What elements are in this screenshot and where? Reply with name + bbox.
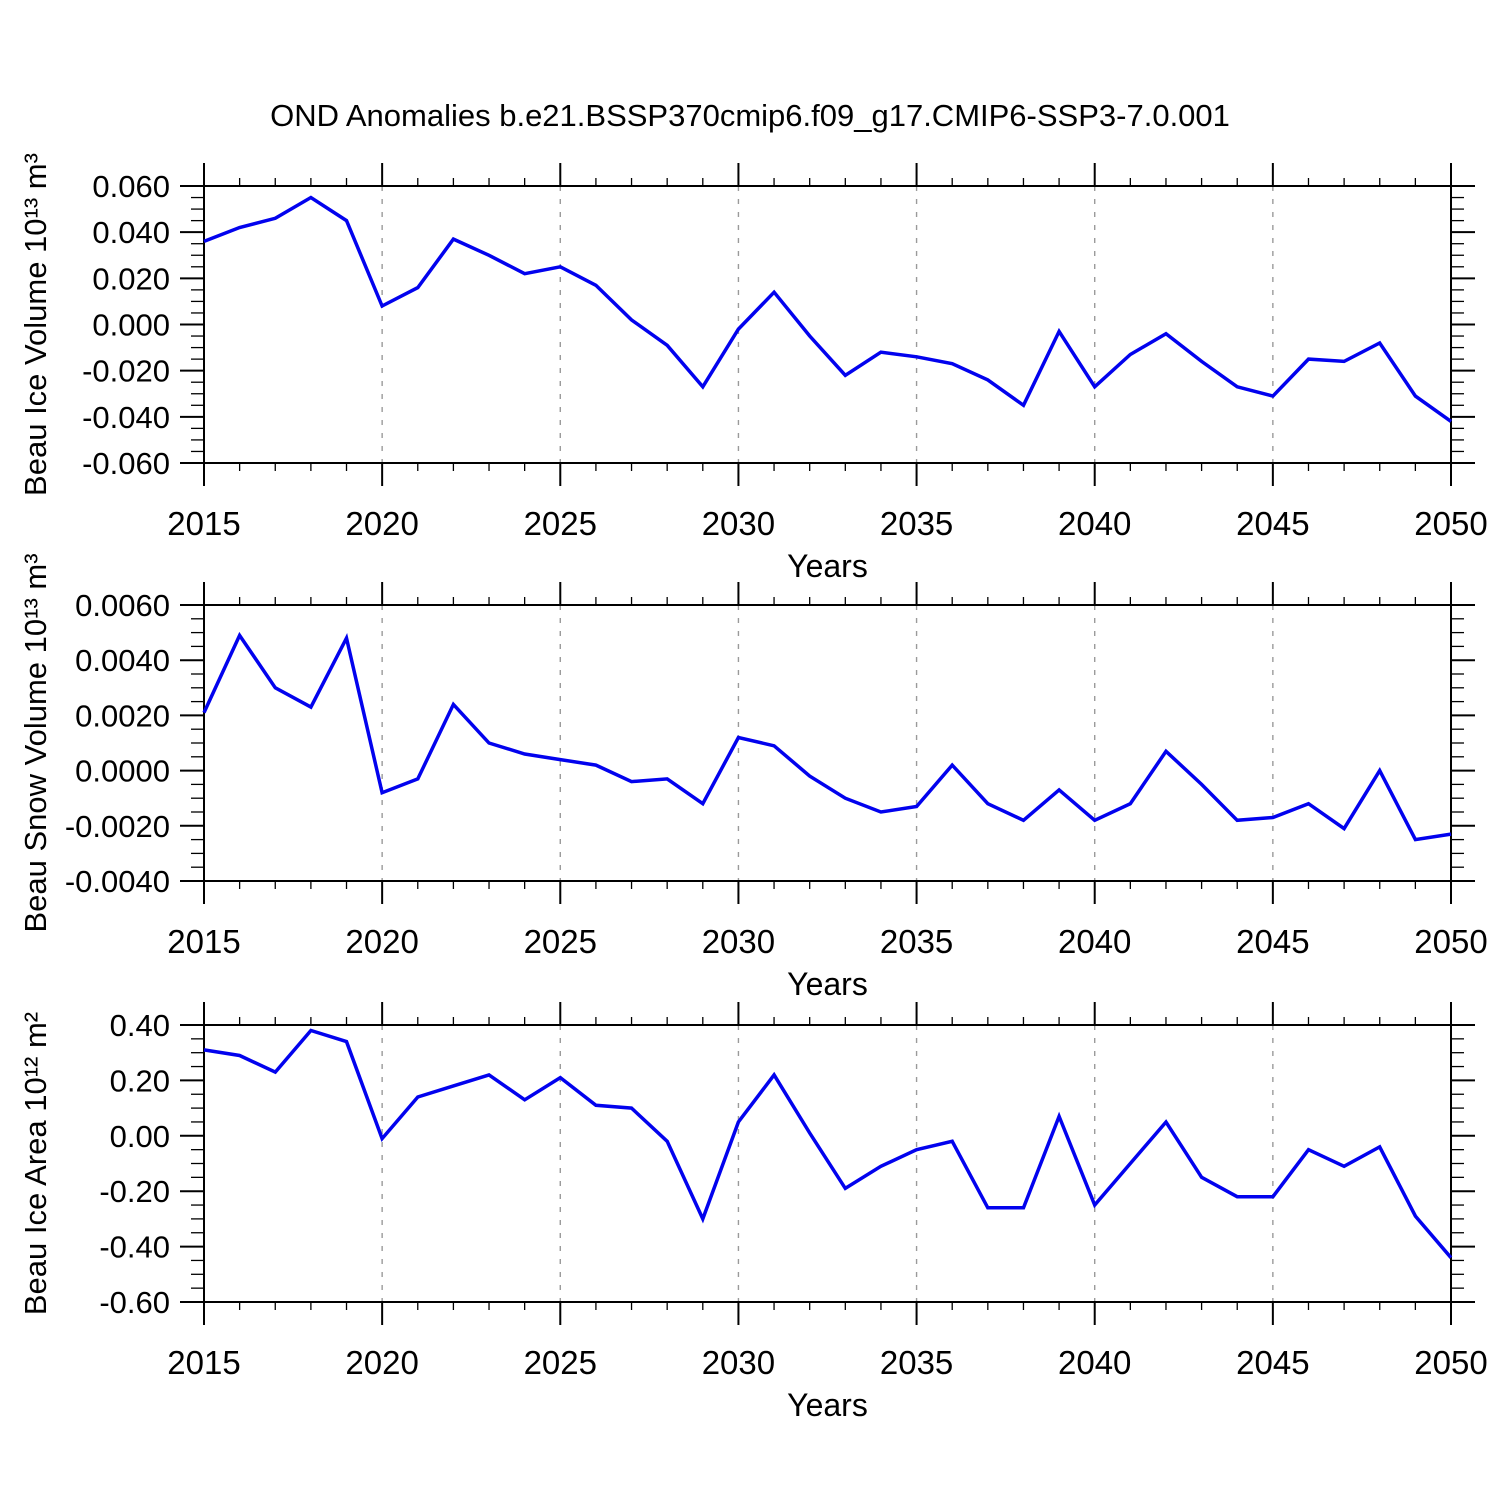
x-axis-title: Years	[787, 548, 868, 584]
svg-text:2045: 2045	[1236, 505, 1309, 542]
svg-text:0.0040: 0.0040	[75, 643, 170, 678]
svg-text:2040: 2040	[1058, 923, 1131, 960]
svg-text:0.0060: 0.0060	[75, 588, 170, 623]
svg-text:2020: 2020	[345, 505, 418, 542]
x-ticks	[203, 163, 1452, 486]
svg-text:2050: 2050	[1414, 923, 1487, 960]
svg-text:0.060: 0.060	[92, 169, 170, 204]
x-ticks	[203, 1002, 1452, 1325]
panel-beau-ice-volume: 0.060 0.040 0.020 0.000 -0.020 -0.040 -0.060 20…	[18, 153, 1488, 584]
svg-text:-0.040: -0.040	[82, 400, 170, 435]
x-tick-labels: 2015 2020 2025 2030 2035 2040 2045 2050	[167, 923, 1487, 960]
svg-text:-0.20: -0.20	[99, 1174, 170, 1209]
svg-text:2025: 2025	[524, 505, 597, 542]
x-tick-labels: 2015 2020 2025 2030 2035 2040 2045 2050	[167, 1344, 1487, 1381]
svg-text:2020: 2020	[345, 923, 418, 960]
y-ticks	[180, 604, 1475, 882]
svg-text:2015: 2015	[167, 505, 240, 542]
svg-text:2050: 2050	[1414, 1344, 1487, 1381]
svg-text:0.040: 0.040	[92, 215, 170, 250]
y-ticks	[180, 185, 1475, 464]
svg-text:0.00: 0.00	[110, 1119, 170, 1154]
svg-text:0.020: 0.020	[92, 261, 170, 296]
y-tick-labels: 0.060 0.040 0.020 0.000 -0.020 -0.040 -0.060	[82, 169, 170, 481]
svg-text:0.0020: 0.0020	[75, 698, 170, 733]
svg-text:2025: 2025	[524, 923, 597, 960]
svg-text:2030: 2030	[702, 1344, 775, 1381]
svg-text:2030: 2030	[702, 505, 775, 542]
plot-frame	[203, 185, 1452, 464]
svg-text:-0.40: -0.40	[99, 1230, 170, 1265]
svg-text:2045: 2045	[1236, 1344, 1309, 1381]
svg-text:2020: 2020	[345, 1344, 418, 1381]
svg-text:0.20: 0.20	[110, 1063, 170, 1098]
svg-text:2050: 2050	[1414, 505, 1487, 542]
svg-text:2035: 2035	[880, 923, 953, 960]
svg-text:-0.0020: -0.0020	[65, 809, 170, 844]
svg-text:2035: 2035	[880, 1344, 953, 1381]
svg-text:-0.0040: -0.0040	[65, 864, 170, 899]
x-tick-labels: 2015 2020 2025 2030 2035 2040 2045 2050	[167, 505, 1487, 542]
svg-text:-0.020: -0.020	[82, 354, 170, 389]
svg-text:2040: 2040	[1058, 505, 1131, 542]
gridlines	[381, 605, 1274, 881]
x-axis-title: Years	[787, 966, 868, 1002]
series-line-beau-ice-volume	[203, 195, 1453, 423]
panel-beau-snow-volume: 0.0060 0.0040 0.0020 0.0000 -0.0020 -0.0040 20…	[18, 553, 1488, 1002]
y-ticks	[180, 1024, 1475, 1303]
svg-text:2040: 2040	[1058, 1344, 1131, 1381]
plot-frame	[203, 1024, 1452, 1303]
y-tick-labels: 0.40 0.20 0.00 -0.20 -0.40 -0.60	[99, 1008, 170, 1320]
svg-text:-0.60: -0.60	[99, 1285, 170, 1320]
svg-text:2030: 2030	[702, 923, 775, 960]
svg-text:2015: 2015	[167, 923, 240, 960]
svg-text:2025: 2025	[524, 1344, 597, 1381]
svg-text:-0.060: -0.060	[82, 446, 170, 481]
svg-text:2015: 2015	[167, 1344, 240, 1381]
gridlines	[381, 186, 1274, 463]
x-ticks	[203, 582, 1452, 904]
chart-title: OND Anomalies b.e21.BSSP370cmip6.f09_g17…	[270, 98, 1230, 133]
svg-text:0.000: 0.000	[92, 308, 170, 343]
svg-text:2035: 2035	[880, 505, 953, 542]
y-axis-title: Beau Ice Area 10¹² m²	[18, 1012, 53, 1315]
svg-text:2045: 2045	[1236, 923, 1309, 960]
y-axis-title: Beau Ice Volume 10¹³ m³	[18, 153, 53, 496]
plot-frame	[203, 604, 1452, 882]
svg-text:0.40: 0.40	[110, 1008, 170, 1043]
x-axis-title: Years	[787, 1387, 868, 1423]
series-line-beau-snow-volume	[202, 631, 1452, 842]
series-line-beau-ice-area	[203, 1028, 1453, 1259]
svg-text:0.0000: 0.0000	[75, 754, 170, 789]
y-axis-title: Beau Snow Volume 10¹³ m³	[18, 553, 53, 932]
y-tick-labels: 0.0060 0.0040 0.0020 0.0000 -0.0020 -0.0040	[65, 588, 170, 899]
